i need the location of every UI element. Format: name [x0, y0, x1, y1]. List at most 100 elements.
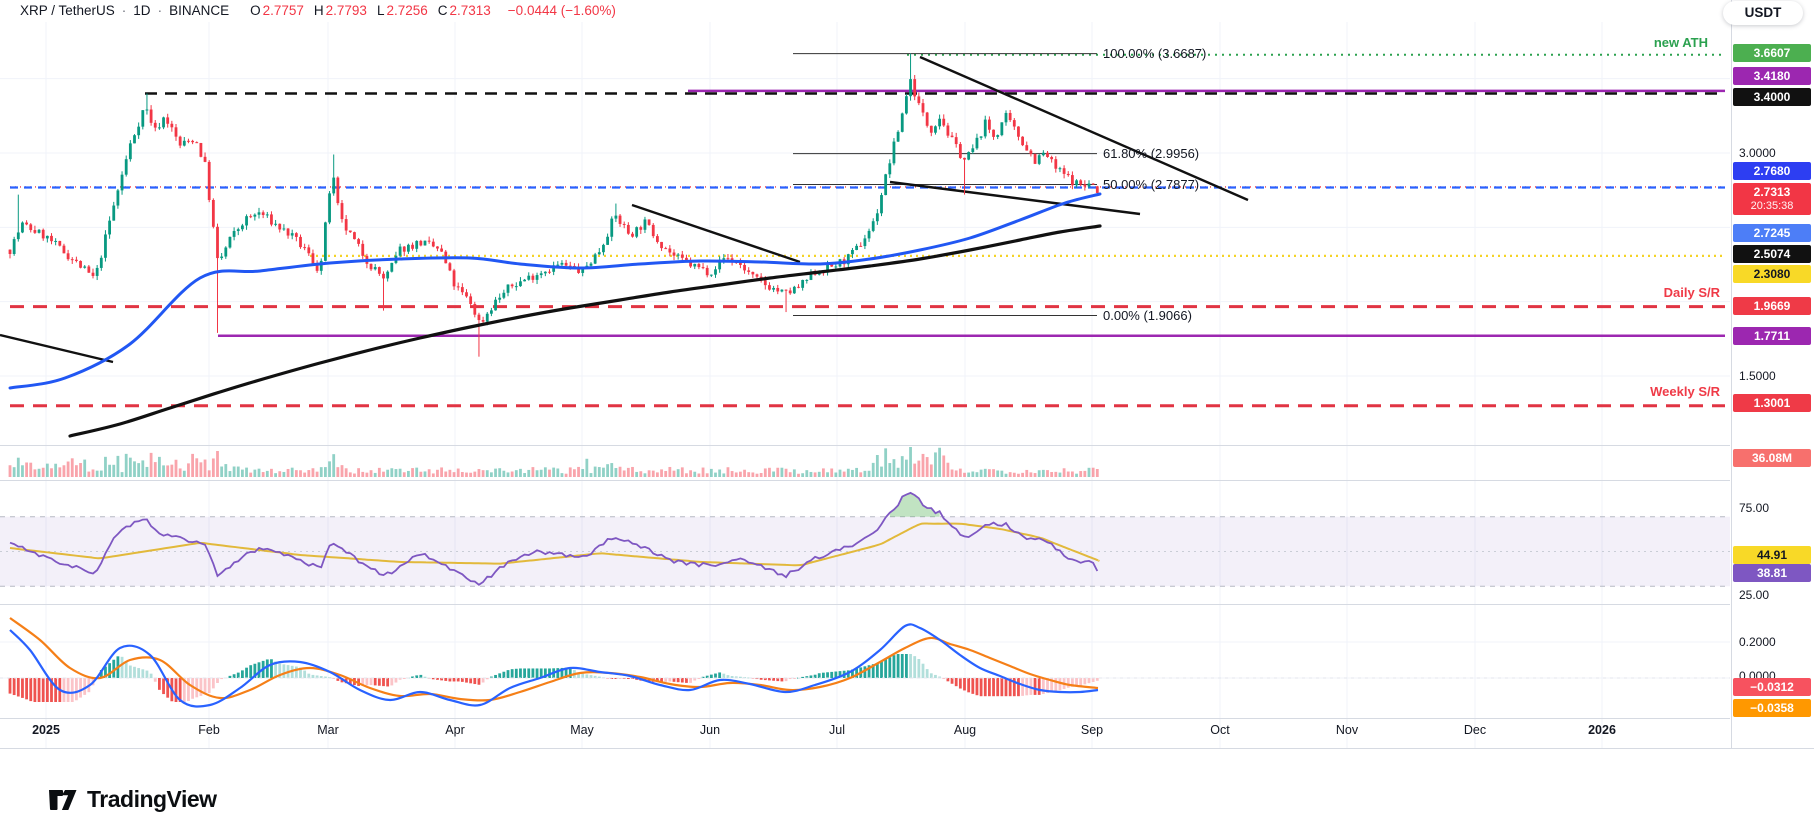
macd-histogram-bar [361, 678, 365, 686]
candle-body [979, 136, 983, 138]
macd-histogram-bar [390, 678, 394, 686]
macd-histogram-bar [888, 657, 892, 678]
candle-body [207, 161, 211, 200]
volume-bar [958, 468, 962, 477]
candle-body [855, 245, 858, 250]
volume-bar [104, 456, 107, 477]
candle-body [195, 142, 199, 144]
candle-body [950, 135, 954, 138]
macd-histogram-bar [531, 668, 535, 678]
volume-bar [660, 469, 663, 477]
trendline-3 [889, 180, 1141, 216]
candle-body [249, 216, 253, 218]
candle-body [971, 148, 975, 153]
volume-bar [1079, 471, 1083, 477]
volume-bar [402, 472, 406, 477]
candle-body [958, 144, 962, 158]
macd-histogram-bar [431, 678, 435, 680]
volume-bar [207, 470, 211, 477]
candle-body [104, 234, 107, 258]
volume-bar [867, 470, 871, 477]
candle-body [402, 246, 406, 252]
candle-body [490, 310, 493, 314]
candle-body [257, 212, 261, 215]
candle-body [502, 292, 506, 298]
macd-histogram-bar [348, 678, 352, 685]
candle-body [431, 241, 435, 247]
candle-body [784, 289, 788, 291]
macd-histogram-bar [830, 671, 834, 678]
symbol-name[interactable]: XRP / TetherUS [20, 3, 115, 18]
macd-histogram-bar [921, 663, 925, 678]
macd-histogram-bar [709, 674, 713, 678]
macd-histogram-bar [597, 676, 601, 678]
candle-body [560, 262, 564, 265]
candle-body [282, 228, 286, 230]
candle-body [1029, 150, 1033, 154]
candle-body [108, 220, 111, 235]
macd-histogram-bar [274, 661, 277, 678]
volume-bar [377, 467, 381, 477]
macd-histogram-bar [265, 659, 269, 678]
macd-histogram-bar [182, 678, 186, 702]
candle-body [83, 266, 87, 268]
volume-bar [120, 472, 124, 477]
macd-histogram-bar [12, 678, 16, 696]
candle-body [996, 135, 1000, 137]
axis-tick-1.5000: 1.5000 [1739, 369, 1776, 383]
macd-histogram-bar [909, 654, 912, 678]
candle-body [871, 221, 875, 231]
quote-currency-button[interactable]: USDT [1723, 1, 1803, 25]
volume-bar [763, 468, 767, 477]
candle-body [21, 222, 24, 233]
macd-histogram-bar [37, 678, 41, 702]
candle-body [610, 218, 614, 237]
candle-body [1008, 112, 1012, 121]
timeframe[interactable]: 1D [133, 3, 151, 18]
candle-body [1066, 173, 1070, 176]
macd-histogram-bar [481, 678, 485, 683]
candle-body [390, 262, 394, 272]
macd-histogram-bar [1029, 678, 1033, 695]
macd-histogram-bar [149, 673, 153, 678]
macd-histogram-bar [543, 668, 547, 678]
macd-histogram-bar [54, 678, 58, 702]
candle-body [905, 96, 908, 114]
macd-histogram-bar [726, 675, 730, 678]
volume-bar [581, 469, 585, 477]
volume-bar [851, 469, 854, 477]
tradingview-logo[interactable]: TradingView [48, 786, 217, 813]
macd-histogram-bar [1079, 678, 1083, 686]
volume-bar [647, 470, 651, 477]
volume-bar [685, 473, 688, 477]
exchange-name[interactable]: BINANCE [169, 3, 230, 18]
macd-histogram-bar [490, 676, 493, 678]
candle-body [564, 262, 568, 266]
macd-histogram-bar [851, 669, 854, 678]
separator-dot: · [157, 3, 163, 18]
macd-histogram-bar [120, 656, 124, 678]
macd-histogram-bar [581, 673, 585, 678]
volume-bar [386, 469, 390, 477]
volume-bar [166, 465, 170, 477]
high-label: H [313, 3, 324, 18]
macd-histogram-bar [755, 678, 759, 680]
price-axis[interactable] [1731, 0, 1814, 748]
macd-histogram-bar [79, 678, 82, 698]
axis-tick-75.00: 75.00 [1739, 501, 1770, 515]
volume-bar [332, 454, 336, 477]
volume-bar [1017, 473, 1020, 477]
macd-histogram-bar [33, 678, 37, 702]
volume-bar [892, 459, 896, 477]
macd-histogram-bar [929, 673, 933, 678]
time-axis-label-Jul: Jul [829, 723, 845, 737]
macd-histogram-bar [593, 675, 597, 678]
candle-body [602, 244, 605, 253]
volume-bar [635, 471, 639, 477]
time-axis-label-2026: 2026 [1588, 723, 1616, 737]
macd-histogram-bar [722, 673, 726, 678]
time-axis-label-Feb: Feb [198, 723, 220, 737]
macd-histogram-bar [473, 678, 477, 685]
volume-bar [556, 468, 560, 477]
